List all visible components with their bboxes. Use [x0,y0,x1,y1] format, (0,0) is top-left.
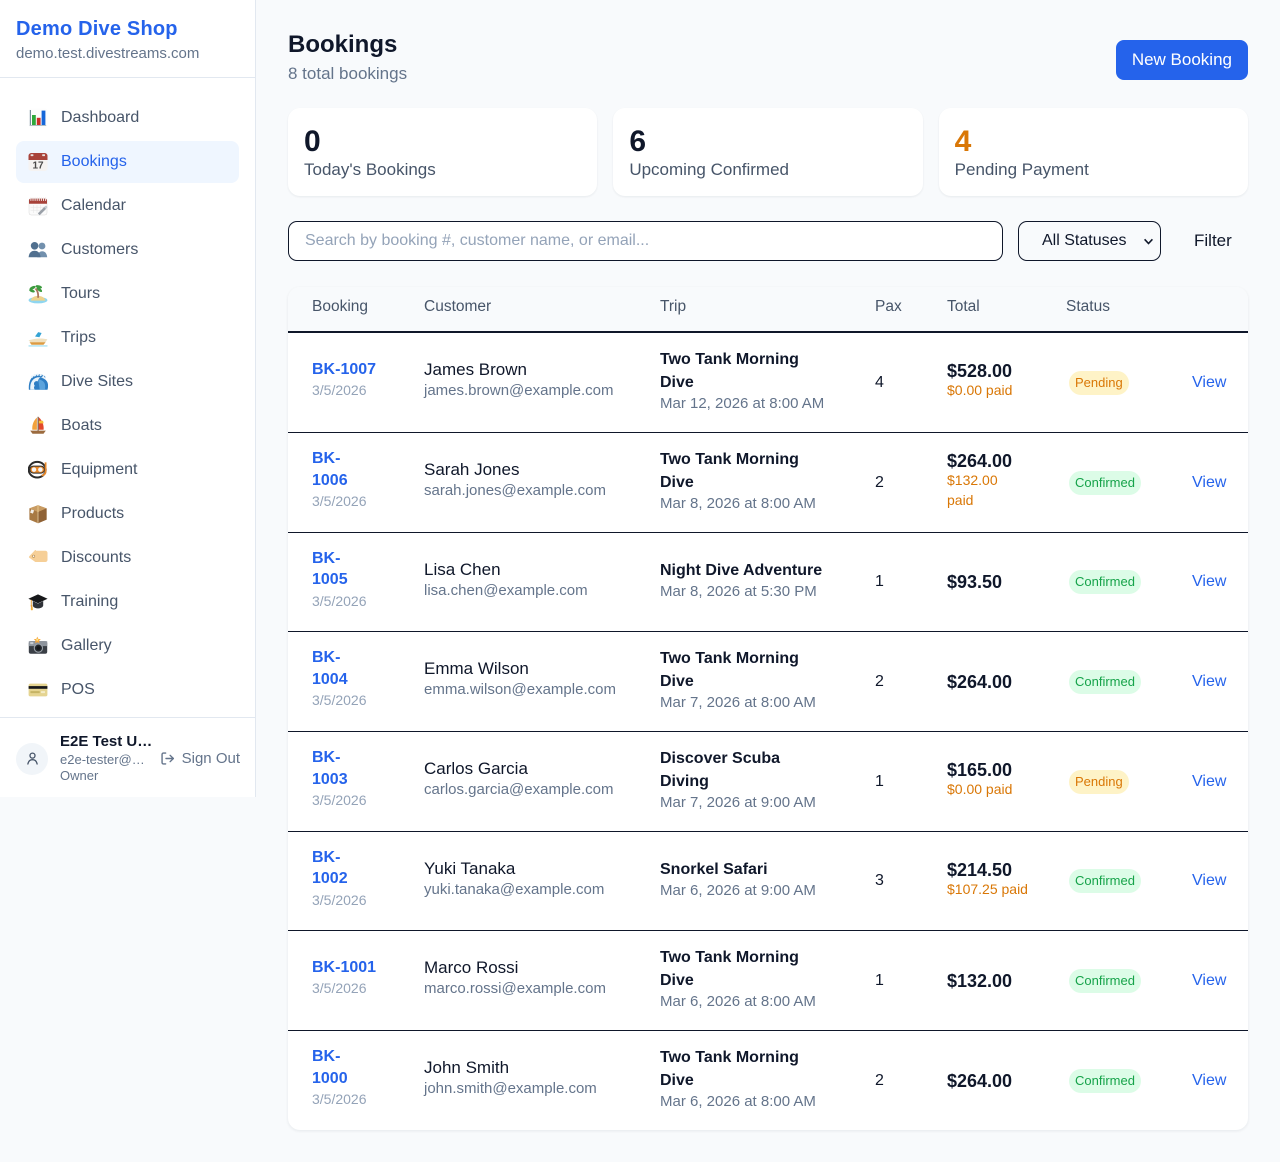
svg-text:17: 17 [32,161,44,172]
